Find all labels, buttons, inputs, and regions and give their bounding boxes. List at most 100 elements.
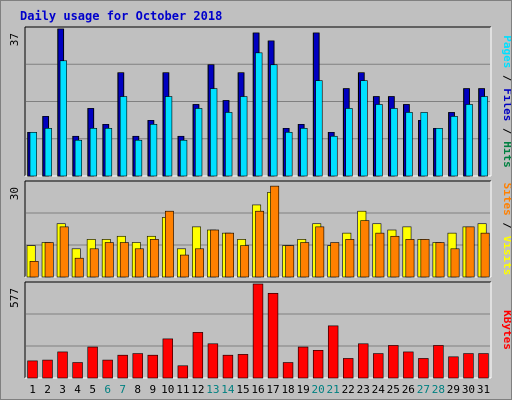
- panel-bottom: 577 KBytes: [8, 281, 511, 379]
- x-tick-label: 2: [44, 383, 51, 396]
- side-label-part: /: [501, 121, 511, 141]
- x-tick-label: 28: [432, 383, 445, 396]
- bar-pages-day-25: [390, 108, 398, 177]
- x-tick-label: 8: [134, 383, 141, 396]
- chart-title: Daily usage for October 2018: [20, 9, 222, 23]
- y-tick-label: 30: [8, 187, 21, 200]
- bar-kbytes-day-25: [388, 345, 399, 379]
- bar-kbytes-day-14: [222, 354, 234, 379]
- bar-kbytes-day-8: [132, 353, 143, 379]
- bar-sites-day-2: [44, 242, 54, 278]
- bar-pages-day-10: [164, 96, 173, 177]
- bar-kbytes-day-11: [177, 365, 189, 379]
- x-tick-label: 26: [402, 383, 415, 396]
- bar-kbytes-day-15: [237, 354, 249, 379]
- x-tick-label: 7: [119, 383, 126, 396]
- bar-kbytes-day-5: [87, 346, 98, 379]
- bar-kbytes-day-7: [117, 354, 128, 379]
- bar-pages-day-5: [89, 128, 98, 177]
- bar-sites-day-15: [240, 245, 250, 278]
- bar-pages-day-3: [59, 60, 67, 177]
- bar-sites-day-27: [420, 239, 430, 278]
- side-label-part: /: [501, 68, 511, 88]
- bar-sites-day-28: [435, 242, 445, 278]
- bar-sites-day-18: [285, 245, 295, 278]
- bar-sites-day-30: [465, 226, 475, 278]
- x-tick-label: 19: [296, 383, 309, 396]
- bar-pages-day-4: [74, 139, 83, 177]
- bar-sites-day-26: [405, 239, 415, 278]
- bar-pages-day-2: [44, 128, 52, 177]
- x-tick-label: 9: [149, 383, 156, 396]
- bar-pages-day-8: [134, 139, 143, 177]
- bar-kbytes-day-3: [57, 351, 68, 379]
- x-tick-label: 31: [477, 383, 490, 396]
- bar-sites-day-12: [195, 248, 204, 278]
- bar-sites-day-31: [480, 232, 490, 278]
- bar-kbytes-day-31: [478, 353, 489, 379]
- side-label-part: KBytes: [501, 310, 511, 350]
- bar-sites-day-13: [210, 229, 219, 278]
- panel-middle: 30 Sites / Visits: [8, 180, 511, 278]
- bar-kbytes-day-9: [147, 354, 158, 379]
- bar-sites-day-17: [270, 185, 280, 278]
- bar-sites-day-1: [29, 261, 39, 278]
- bar-sites-day-3: [59, 226, 69, 278]
- bar-kbytes-day-2: [42, 359, 53, 379]
- bar-pages-day-27: [420, 112, 428, 177]
- bar-kbytes-day-17: [267, 292, 279, 379]
- side-label-bottom: KBytes: [501, 310, 511, 350]
- bar-sites-day-23: [360, 220, 370, 278]
- bar-kbytes-day-30: [463, 353, 474, 379]
- bar-sites-day-5: [89, 248, 99, 278]
- bar-pages-day-29: [450, 116, 458, 177]
- bar-kbytes-day-21: [327, 325, 339, 379]
- bar-pages-day-18: [285, 131, 293, 177]
- bar-kbytes-day-28: [433, 345, 444, 379]
- x-tick-label: 6: [104, 383, 111, 396]
- x-tick-label: 20: [312, 383, 325, 396]
- bar-pages-day-1: [29, 131, 37, 177]
- x-tick-label: 21: [327, 383, 340, 396]
- x-tick-label: 3: [59, 383, 66, 396]
- x-tick-label: 27: [417, 383, 430, 396]
- x-tick-label: 29: [447, 383, 460, 396]
- x-tick-label: 23: [357, 383, 370, 396]
- chart-panels: 37 Pages / Files / Hits 30 Sites / Visits 57…: [8, 26, 511, 379]
- bar-pages-day-26: [405, 112, 413, 177]
- bar-kbytes-day-19: [297, 346, 309, 379]
- bar-kbytes-day-18: [282, 362, 294, 379]
- x-tick-label: 10: [161, 383, 174, 396]
- bar-pages-day-6: [104, 128, 113, 177]
- side-label-middle: Sites / Visits: [501, 183, 511, 276]
- bar-pages-day-24: [375, 104, 383, 177]
- bar-pages-day-20: [315, 80, 323, 177]
- x-tick-label: 15: [236, 383, 249, 396]
- bar-sites-day-6: [104, 242, 114, 278]
- x-tick-label: 5: [89, 383, 96, 396]
- bar-pages-day-15: [240, 96, 248, 177]
- side-label-part: Files: [501, 88, 511, 121]
- bar-kbytes-day-4: [72, 362, 83, 379]
- bar-pages-day-11: [180, 139, 188, 177]
- x-tick-label: 12: [191, 383, 204, 396]
- x-tick-label: 16: [251, 383, 264, 396]
- bar-sites-day-25: [390, 235, 400, 278]
- bar-sites-day-24: [375, 232, 385, 278]
- side-label-part: Sites: [501, 183, 511, 216]
- x-tick-label: 18: [281, 383, 294, 396]
- side-label-top: Pages / Files / Hits: [501, 35, 511, 168]
- x-tick-label: 13: [206, 383, 219, 396]
- bar-pages-day-14: [225, 112, 233, 177]
- bar-pages-day-16: [255, 52, 263, 177]
- bar-sites-day-14: [225, 232, 234, 278]
- bar-kbytes-day-24: [373, 353, 384, 379]
- y-tick-label: 37: [8, 33, 21, 46]
- bar-kbytes-day-6: [102, 359, 113, 379]
- bar-sites-day-10: [164, 210, 174, 278]
- bar-pages-day-19: [300, 128, 308, 177]
- bar-sites-day-8: [134, 248, 144, 278]
- bar-sites-day-22: [345, 239, 355, 278]
- bar-sites-day-19: [300, 242, 310, 278]
